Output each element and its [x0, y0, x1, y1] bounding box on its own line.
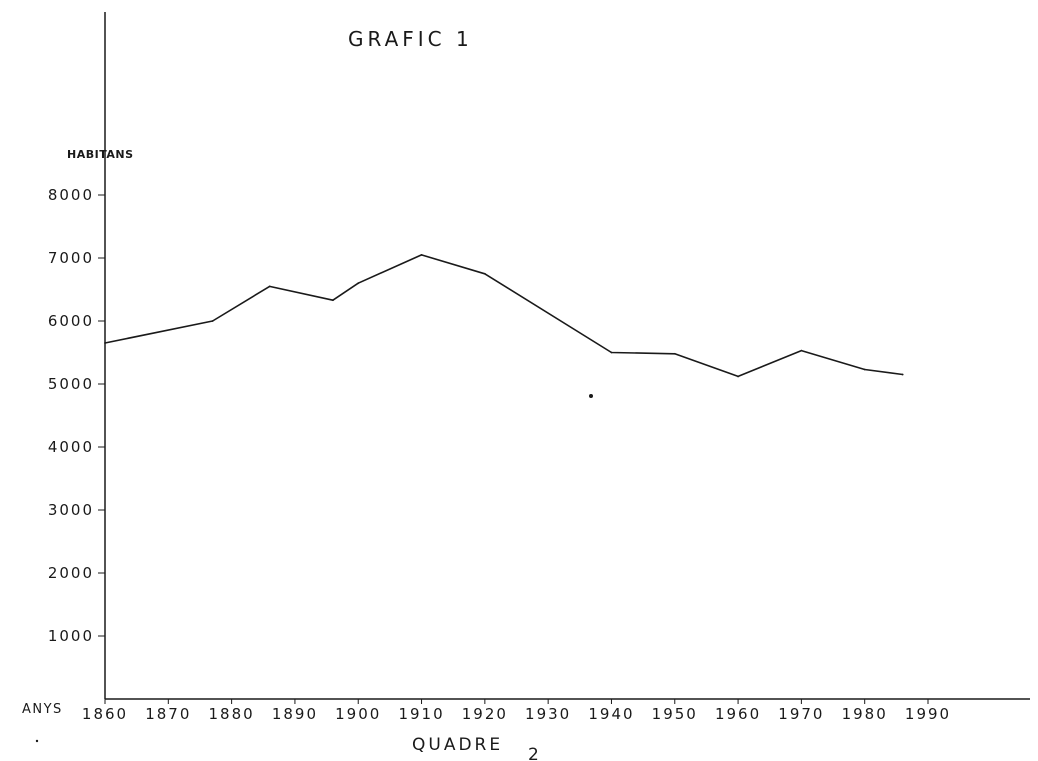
data-point [268, 285, 271, 288]
y-tick-label: 8000 [48, 186, 94, 204]
axes [104, 12, 1030, 700]
y-tick-label: 3000 [48, 501, 94, 519]
chart-caption: QUADRE [412, 735, 503, 755]
y-tick-label: 4000 [48, 438, 94, 456]
x-tick-label: 1910 [398, 705, 444, 723]
y-ticks: 1000 2000 3000 4000 5000 6000 7000 8000 [48, 186, 105, 645]
x-tick-label: 1920 [462, 705, 508, 723]
data-point [104, 342, 106, 344]
y-tick-label: 1000 [48, 627, 94, 645]
chart-title: GRAFIC 1 [348, 27, 473, 51]
y-tick-label: 5000 [48, 375, 94, 393]
x-tick-label: 1880 [209, 705, 255, 723]
data-point [483, 272, 486, 275]
x-tick-label: 1890 [272, 705, 318, 723]
data-point [901, 373, 904, 376]
x-ticks: 1860 1870 1880 1890 1900 1910 1920 1930 1940 1950… [82, 699, 951, 723]
data-point [737, 375, 739, 378]
stray-ink-dot-2 [35, 739, 39, 743]
data-point [211, 320, 214, 322]
data-point [673, 352, 676, 355]
y-tick-label: 2000 [48, 564, 94, 582]
data-point [610, 351, 613, 354]
series-line [104, 254, 903, 378]
chart-caption-number: 2 [528, 745, 542, 761]
x-tick-label: 1970 [778, 705, 824, 723]
data-point [800, 349, 803, 352]
y-tick-label: 6000 [48, 312, 94, 330]
x-tick-label: 1990 [905, 705, 951, 723]
y-axis-label: HABITANS [67, 148, 134, 161]
y-tick-label: 7000 [48, 249, 94, 267]
data-point [357, 282, 360, 285]
series [104, 253, 904, 378]
data-point [863, 368, 866, 371]
x-tick-label: 1860 [82, 705, 128, 723]
x-tick-label: 1940 [588, 705, 634, 723]
data-point [332, 299, 334, 302]
x-tick-label: 1960 [715, 705, 761, 723]
x-tick-label: 1870 [145, 705, 191, 723]
x-tick-label: 1980 [842, 705, 888, 723]
data-point [420, 253, 423, 256]
stray-ink-dot [589, 394, 593, 398]
x-tick-label: 1900 [335, 705, 381, 723]
x-tick-label: 1950 [652, 705, 698, 723]
x-axis-label: ANYS [22, 702, 63, 717]
x-tick-label: 1930 [525, 705, 571, 723]
